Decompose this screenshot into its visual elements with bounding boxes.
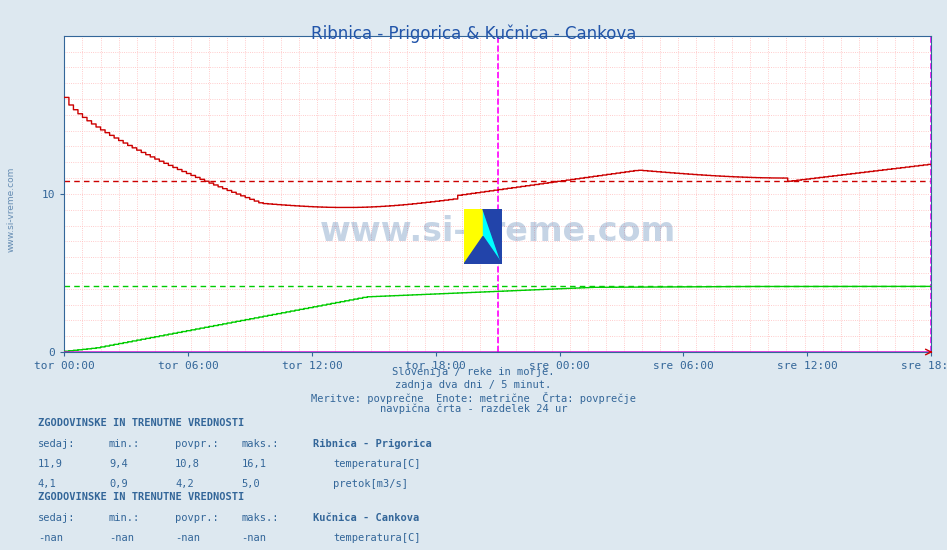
Text: maks.:: maks.: <box>241 513 279 524</box>
Text: pretok[m3/s]: pretok[m3/s] <box>333 478 408 489</box>
Text: -nan: -nan <box>175 533 200 543</box>
Bar <box>483 209 502 264</box>
Text: navpična črta - razdelek 24 ur: navpična črta - razdelek 24 ur <box>380 404 567 414</box>
Text: 4,2: 4,2 <box>175 478 194 489</box>
Text: Slovenija / reke in morje.: Slovenija / reke in morje. <box>392 367 555 377</box>
Text: 11,9: 11,9 <box>38 459 63 469</box>
Polygon shape <box>464 236 502 264</box>
Text: ZGODOVINSKE IN TRENUTNE VREDNOSTI: ZGODOVINSKE IN TRENUTNE VREDNOSTI <box>38 492 244 503</box>
Text: Ribnica - Prigorica: Ribnica - Prigorica <box>313 439 431 449</box>
Text: Meritve: povprečne  Enote: metrične  Črta: povprečje: Meritve: povprečne Enote: metrične Črta:… <box>311 392 636 404</box>
Text: sedaj:: sedaj: <box>38 513 76 524</box>
Text: -nan: -nan <box>109 533 134 543</box>
Text: -nan: -nan <box>241 533 266 543</box>
Text: 4,1: 4,1 <box>38 478 57 489</box>
Text: min.:: min.: <box>109 513 140 524</box>
Text: 10,8: 10,8 <box>175 459 200 469</box>
Polygon shape <box>483 209 502 264</box>
Text: 16,1: 16,1 <box>241 459 266 469</box>
Text: ZGODOVINSKE IN TRENUTNE VREDNOSTI: ZGODOVINSKE IN TRENUTNE VREDNOSTI <box>38 418 244 428</box>
Text: maks.:: maks.: <box>241 439 279 449</box>
Text: 5,0: 5,0 <box>241 478 260 489</box>
Text: min.:: min.: <box>109 439 140 449</box>
Text: 9,4: 9,4 <box>109 459 128 469</box>
Text: Kučnica - Cankova: Kučnica - Cankova <box>313 513 419 524</box>
Text: povpr.:: povpr.: <box>175 439 219 449</box>
Text: povpr.:: povpr.: <box>175 513 219 524</box>
Text: www.si-vreme.com: www.si-vreme.com <box>319 215 676 249</box>
Bar <box>464 209 483 264</box>
Text: sedaj:: sedaj: <box>38 439 76 449</box>
Text: temperatura[C]: temperatura[C] <box>333 533 420 543</box>
Text: -nan: -nan <box>38 533 63 543</box>
Text: temperatura[C]: temperatura[C] <box>333 459 420 469</box>
Text: Ribnica - Prigorica & Kučnica - Cankova: Ribnica - Prigorica & Kučnica - Cankova <box>311 25 636 43</box>
Text: zadnja dva dni / 5 minut.: zadnja dva dni / 5 minut. <box>396 379 551 389</box>
Text: 0,9: 0,9 <box>109 478 128 489</box>
Text: www.si-vreme.com: www.si-vreme.com <box>7 166 16 252</box>
